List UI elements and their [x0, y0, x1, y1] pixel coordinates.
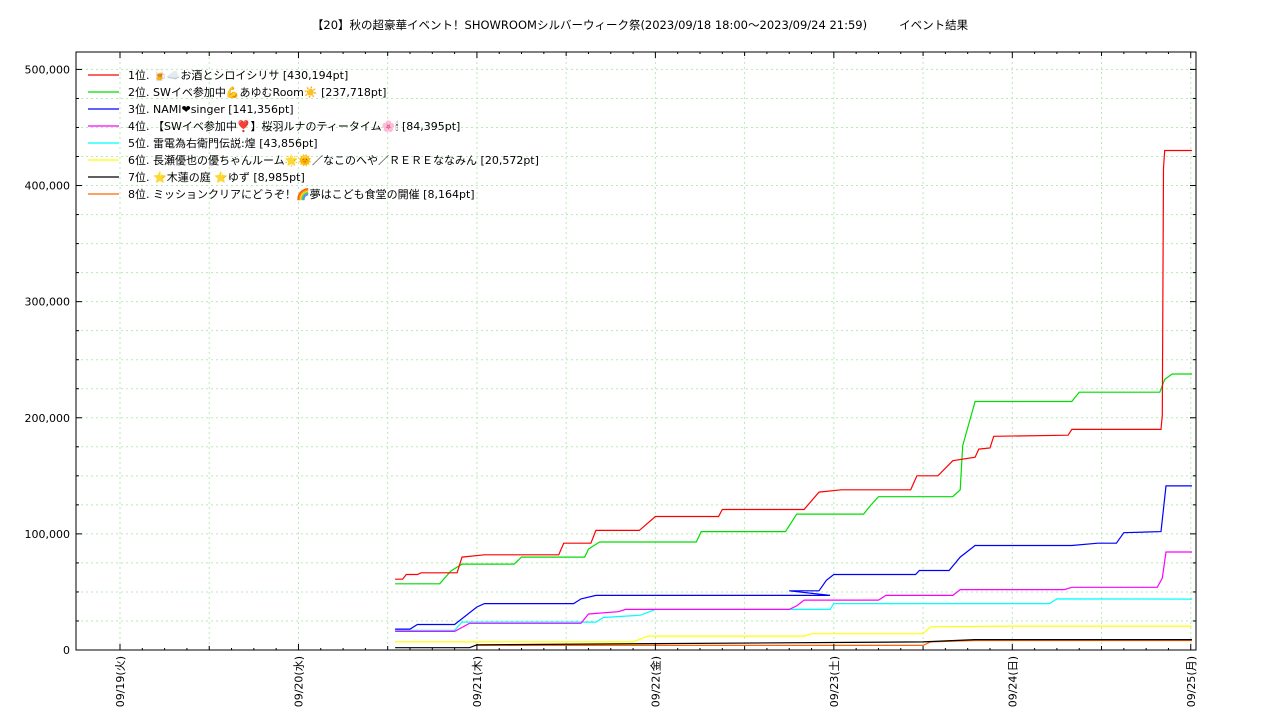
x-tick-label: 09/21(木): [471, 656, 484, 707]
y-tick-label: 200,000: [25, 412, 71, 425]
x-tick-label: 09/23(土): [828, 656, 841, 707]
series-line-4: [395, 551, 1192, 632]
legend-label: 4位. 【SWイベ参加中❣️】桜羽ルナのティータイム🌸🕯 [84,395pt]: [128, 119, 460, 133]
series-line-1: [395, 149, 1192, 580]
legend-label: 6位. 長瀬優也の優ちゃんルーム🌟🌞／なこのへや／ＲＥＲＥななみん [20,57…: [128, 153, 539, 167]
chart-subtitle: イベント結果: [899, 18, 969, 32]
legend-label: 3位. NAMI❤singer [141,356pt]: [128, 102, 294, 116]
grid-lines: [76, 52, 1196, 651]
series-line-7: [395, 639, 1192, 649]
legend-label: 7位. ⭐️木蓮の庭 ⭐️ゆず [8,985pt]: [128, 170, 305, 184]
y-tick-label: 100,000: [25, 528, 71, 541]
plot-frame: [75, 51, 1197, 651]
series-line-2: [395, 373, 1192, 585]
series-line-3: [395, 485, 1192, 630]
legend: 1位. 🍺☁️お酒とシロイシリサ [430,194pt] 2位. SWイベ参加中💪…: [88, 68, 539, 201]
legend-label: 2位. SWイベ参加中💪あゆむRoom☀️ [237,718pt]: [128, 85, 386, 99]
x-tick-label: 09/19(火): [114, 656, 127, 707]
x-tick-label: 09/24(日): [1006, 656, 1019, 707]
legend-label: 5位. 雷電為右衛門伝説:煌 [43,856pt]: [128, 136, 318, 150]
legend-label: 1位. 🍺☁️お酒とシロイシリサ [430,194pt]: [128, 68, 348, 82]
y-axis: 0 100,000 200,000 300,000 400,000 500,000: [25, 63, 1196, 657]
x-tick-label: 09/20(水): [292, 656, 305, 707]
chart-title: 【20】秋の超豪華イベント！SHOWROOMシルバーウィーク祭(2023/09/…: [0, 17, 1280, 33]
legend-label: 8位. ミッションクリアにどうぞ！🌈夢はこども食堂の開催 [8,164pt]: [128, 187, 475, 201]
series-lines: [395, 149, 1193, 649]
series-line-5: [395, 598, 1193, 631]
series-line-6: [395, 625, 1192, 643]
chart-title-main: 【20】秋の超豪華イベント！SHOWROOMシルバーウィーク祭(2023/09/…: [311, 18, 868, 32]
y-tick-label: 300,000: [25, 296, 71, 309]
y-tick-label: 400,000: [25, 180, 71, 193]
x-axis: 09/19(火) 09/20(水) 09/21(木) 09/22(金) 09/23(土)…: [114, 52, 1198, 707]
y-tick-label: 0: [63, 644, 70, 657]
y-tick-label: 500,000: [25, 63, 71, 76]
x-tick-label: 09/25(月): [1185, 656, 1198, 707]
x-tick-label: 09/22(金): [648, 656, 662, 707]
